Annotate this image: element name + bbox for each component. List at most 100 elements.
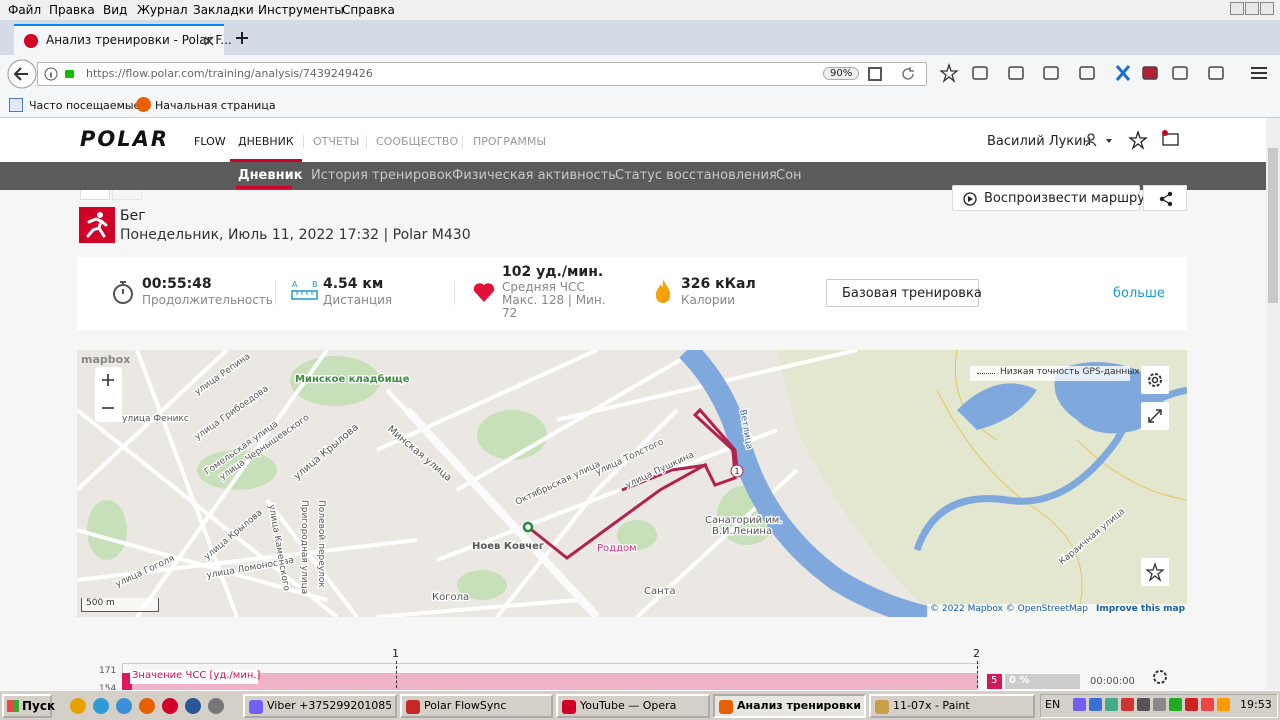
runner-head: [97, 212, 103, 218]
taskbar-window[interactable]: YouTube — Opera: [556, 694, 710, 718]
menu-item[interactable]: Справка: [342, 3, 395, 17]
zoom-control[interactable]: [95, 367, 122, 422]
scroll-thumb[interactable]: [1268, 148, 1278, 303]
park: [197, 450, 277, 490]
bookmark[interactable]: Часто посещаемые: [29, 99, 141, 112]
window-title: YouTube — Opera: [580, 699, 677, 712]
stat-divider: [275, 281, 276, 305]
gear-hub: [1151, 376, 1159, 384]
tray-icon[interactable]: [1153, 698, 1166, 711]
improve-link[interactable]: Improve this map: [1096, 604, 1186, 614]
menu-item[interactable]: Закладки: [193, 3, 254, 17]
sport-icon: [79, 207, 115, 243]
plus-icon: [236, 32, 248, 44]
subnav-item[interactable]: Физическая активность: [452, 168, 616, 183]
menu-item[interactable]: Правка: [49, 3, 95, 17]
quick-launch-icon[interactable]: [70, 698, 86, 714]
tray-icon[interactable]: [1217, 698, 1230, 711]
window-control[interactable]: [1245, 2, 1259, 15]
map-favorite-button[interactable]: [1141, 558, 1169, 586]
prev-arrow[interactable]: [80, 190, 110, 200]
map-settings-button[interactable]: [1141, 366, 1169, 394]
quick-launch-icon[interactable]: [139, 698, 155, 714]
map-scale-label: 500 m: [86, 598, 115, 608]
taskbar-window[interactable]: Viber +375299201085: [243, 694, 397, 718]
subnav-item[interactable]: Дневник: [238, 168, 303, 183]
generic-icon: [1043, 66, 1059, 80]
tray-icon[interactable]: [1185, 698, 1198, 711]
tray-icon[interactable]: [1073, 698, 1086, 711]
training-benefit[interactable]: Базовая тренировка: [826, 279, 982, 307]
subnav-item[interactable]: Статус восстановления: [615, 168, 777, 183]
quick-launch-icon[interactable]: [162, 698, 178, 714]
attribution-text[interactable]: © 2022 Mapbox © OpenStreetMap: [930, 604, 1088, 614]
menu-item[interactable]: Файл: [8, 3, 42, 17]
menu-item[interactable]: Вид: [103, 3, 128, 17]
taskbar-window[interactable]: Polar FlowSync: [400, 694, 553, 718]
window-icon: [406, 700, 420, 714]
distance-icon-label: A: [292, 280, 298, 289]
polar-logo[interactable]: POLAR: [80, 127, 170, 151]
quick-launch-icon[interactable]: [93, 698, 109, 714]
tray-icon[interactable]: [1201, 698, 1214, 711]
ruler: [291, 290, 318, 300]
url-field[interactable]: https://flow.polar.com/training/analysis…: [37, 62, 927, 86]
quick-launch-icon[interactable]: [185, 698, 201, 714]
generic-icon: [1208, 66, 1224, 80]
hr-time: 00:00:00: [1090, 676, 1135, 687]
tray-icon[interactable]: [1137, 698, 1150, 711]
tray-icon[interactable]: [1105, 698, 1118, 711]
nav-item[interactable]: ПРОГРАММЫ: [473, 135, 547, 148]
quick-launch-icon[interactable]: [208, 698, 224, 714]
stat-label: Дистанция: [323, 293, 393, 307]
gps-line: [977, 373, 995, 374]
device: [1162, 133, 1179, 146]
notification-dot: [1162, 130, 1168, 136]
expand: [1148, 409, 1162, 423]
replay-button[interactable]: Воспроизвести маршрут: [952, 185, 1153, 211]
road: [135, 350, 329, 617]
quick-launch-icon[interactable]: [116, 698, 132, 714]
back-arrow: [13, 67, 28, 81]
menu-item[interactable]: Инструменты: [258, 3, 344, 17]
toolbar-button: [939, 62, 959, 83]
park: [87, 500, 127, 560]
nav-active-underline: [230, 159, 302, 162]
bookmark[interactable]: Начальная страница: [155, 99, 276, 112]
park: [477, 410, 547, 460]
route: [527, 407, 739, 560]
more-link[interactable]: больше: [1113, 286, 1165, 301]
nav-item[interactable]: СООБЩЕСТВО: [376, 135, 459, 148]
window-control[interactable]: [1260, 2, 1274, 15]
taskbar-window[interactable]: Анализ тренировки ...: [713, 694, 866, 718]
map-label: Санаторий им.: [705, 515, 782, 526]
tray-icon[interactable]: [1121, 698, 1134, 711]
share-dot: [1167, 201, 1173, 207]
menu-item[interactable]: Журнал: [137, 3, 188, 17]
nav-item[interactable]: ОТЧЕТЫ: [313, 135, 360, 148]
window-icon: [249, 700, 263, 714]
subnav-item[interactable]: История тренировок: [311, 168, 453, 183]
zoom-level[interactable]: 90%: [823, 67, 860, 80]
hamburger-icon: [1251, 67, 1267, 79]
stat-divider: [454, 281, 455, 305]
map-fullscreen-button[interactable]: [1141, 402, 1169, 430]
map-settings-icon: [1148, 373, 1162, 387]
road: [436, 428, 778, 562]
tab[interactable]: Анализ тренировки - Polar F...: [14, 24, 232, 55]
bookmark-icon: [9, 98, 23, 112]
share-button[interactable]: [1143, 185, 1187, 211]
nav-item[interactable]: ДНЕВНИК: [238, 135, 294, 148]
taskbar-window[interactable]: 11-07x - Paint: [869, 694, 1035, 718]
tray-icon[interactable]: [1169, 698, 1182, 711]
language-indicator[interactable]: EN: [1045, 698, 1061, 711]
subnav-item[interactable]: Сон: [776, 168, 802, 183]
map[interactable]: 1 Минское кладбище улица Феникс улица Репин…: [77, 350, 1187, 617]
user-name[interactable]: Василий Лукин: [987, 134, 1092, 149]
tray-icon[interactable]: [1089, 698, 1102, 711]
start-button[interactable]: Пуск: [2, 694, 55, 718]
bookmarks-bar: Часто посещаемые Начальная страница: [0, 93, 1280, 118]
next-arrow[interactable]: [112, 190, 142, 200]
lap-line: [396, 661, 397, 693]
window-control[interactable]: [1230, 2, 1244, 15]
